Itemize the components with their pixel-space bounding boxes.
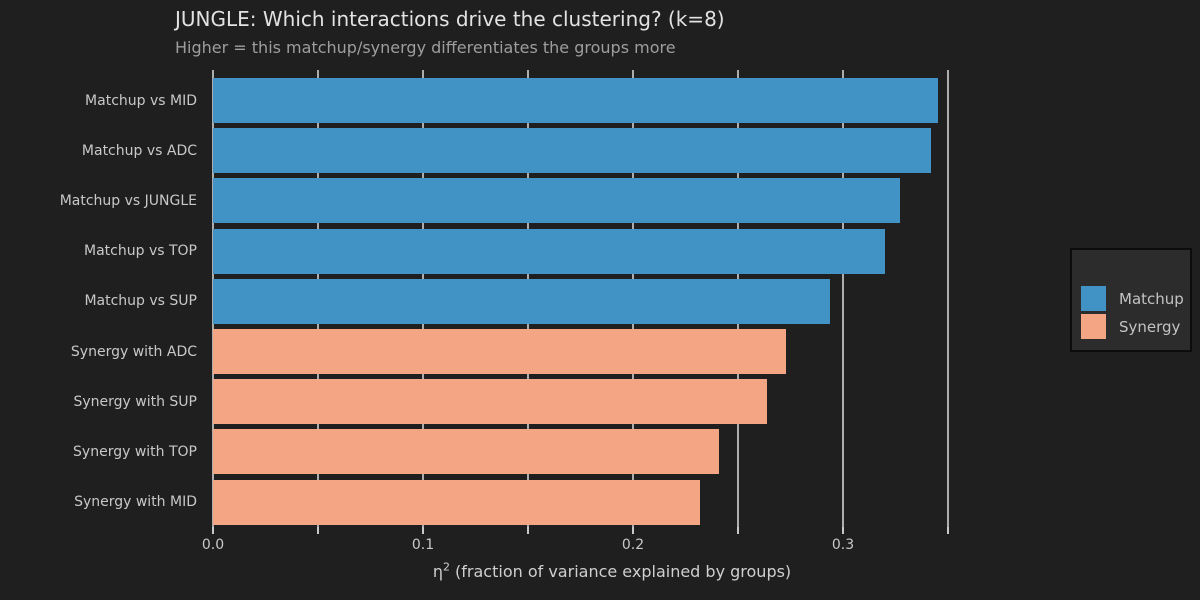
legend: Matchup Synergy xyxy=(1070,248,1192,352)
y-axis-label: Matchup vs SUP xyxy=(84,293,197,310)
bar-matchup-vs-top xyxy=(213,228,885,274)
legend-entry-matchup: Matchup xyxy=(1081,286,1190,311)
legend-label: Matchup xyxy=(1119,289,1184,308)
x-tick-label: 0.3 xyxy=(831,537,855,553)
gridline-x-0.3 xyxy=(842,70,844,527)
bar-matchup-vs-mid xyxy=(213,78,938,123)
x-axis-title-sup: 2 xyxy=(442,560,450,574)
bar-synergy-with-mid xyxy=(213,479,701,525)
x-axis-title-rest: (fraction of variance explained by group… xyxy=(449,562,792,581)
plot-area xyxy=(212,70,1011,534)
x-tickmark-0 xyxy=(212,527,214,534)
bar-synergy-with-adc xyxy=(213,329,787,374)
bar-synergy-with-sup xyxy=(213,379,768,425)
chart-title: JUNGLE: Which interactions drive the clu… xyxy=(175,7,725,31)
x-tickmark-0.25 xyxy=(737,527,739,534)
x-tickmark-0.2 xyxy=(632,527,634,534)
x-tickmark-0.3 xyxy=(842,527,844,534)
legend-swatch-synergy xyxy=(1081,314,1106,339)
y-axis-label: Matchup vs JUNGLE xyxy=(59,192,197,209)
bar-matchup-vs-adc xyxy=(213,128,932,174)
legend-label: Synergy xyxy=(1119,317,1181,336)
bar-synergy-with-top xyxy=(213,429,720,475)
legend-swatch-matchup xyxy=(1081,286,1106,311)
y-axis-label: Matchup vs ADC xyxy=(81,142,197,159)
y-axis-label: Synergy with MID xyxy=(74,494,197,511)
y-axis-label: Synergy with SUP xyxy=(73,393,197,410)
legend-entry-synergy: Synergy xyxy=(1081,314,1190,339)
bar-matchup-vs-jungle xyxy=(213,178,900,224)
x-tick-label: 0.1 xyxy=(411,537,435,553)
x-tick-label: 0.0 xyxy=(201,537,225,553)
x-tickmark-0.35 xyxy=(947,527,949,534)
x-tickmark-0.1 xyxy=(422,527,424,534)
y-axis-label: Matchup vs TOP xyxy=(84,243,197,260)
y-axis-label: Synergy with TOP xyxy=(73,443,197,460)
bar-matchup-vs-sup xyxy=(213,278,831,324)
y-axis-label: Synergy with ADC xyxy=(70,343,197,360)
x-axis-tick-labels: 0.0 0.1 0.2 0.3 xyxy=(202,537,1011,557)
chart-subtitle: Higher = this matchup/synergy differenti… xyxy=(175,38,676,57)
x-axis-title: η2 (fraction of variance explained by gr… xyxy=(213,562,1011,581)
y-axis-label: Matchup vs MID xyxy=(85,92,197,109)
x-tickmark-0.15 xyxy=(527,527,529,534)
y-axis-labels: Matchup vs MID Matchup vs ADC Matchup vs J… xyxy=(0,70,197,527)
x-axis-title-base: η xyxy=(432,562,443,581)
x-tickmark-0.05 xyxy=(317,527,319,534)
x-tick-label: 0.2 xyxy=(621,537,645,553)
gridline-x-0.35 xyxy=(947,70,949,527)
